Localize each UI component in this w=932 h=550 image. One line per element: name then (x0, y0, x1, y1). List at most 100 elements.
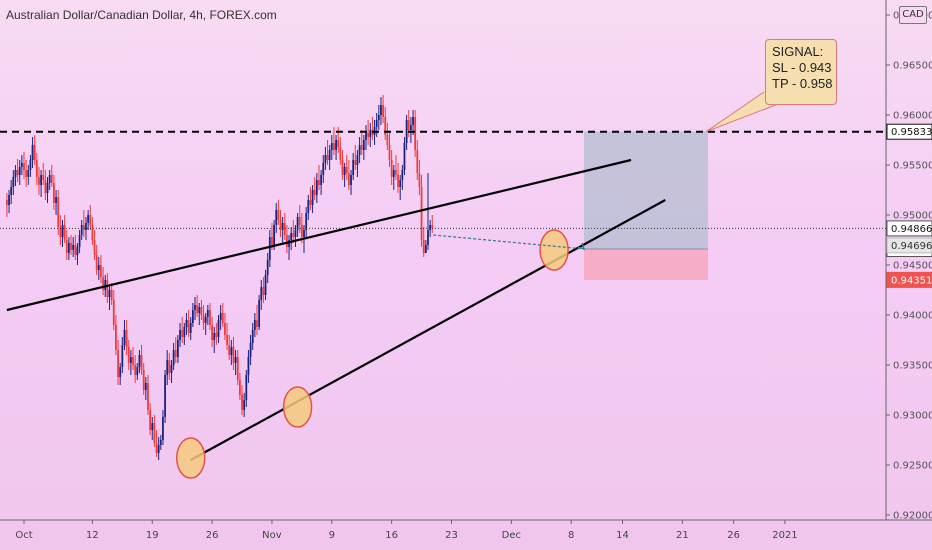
candle-body (339, 147, 342, 160)
candle-body (337, 140, 340, 147)
candle-body (85, 223, 87, 230)
time-tick-label: 21 (676, 530, 689, 541)
candle-body (204, 317, 207, 323)
candle-body (27, 170, 30, 177)
candle-body (164, 375, 166, 417)
candle-body (407, 120, 410, 130)
candle-body (271, 237, 273, 245)
candle-body (55, 197, 57, 203)
candle-body (236, 357, 239, 380)
candle-body (78, 235, 81, 247)
candle-body (213, 333, 216, 340)
candle-body (405, 120, 408, 143)
candle-body (243, 400, 246, 410)
time-tick-label: 26 (206, 530, 219, 541)
price-tick-label: 0.94000 (893, 311, 932, 322)
candle-body (106, 280, 109, 297)
candle-body (166, 360, 169, 375)
candle-body (360, 145, 363, 150)
candle-body (80, 225, 83, 235)
candle-body (162, 417, 164, 440)
candle-body (352, 160, 355, 175)
candle-body (418, 173, 421, 187)
price-label-text: 0.95833 (891, 127, 932, 138)
time-tick-label: 14 (616, 530, 629, 541)
time-tick-label: 16 (385, 530, 398, 541)
candle-body (330, 143, 333, 150)
candle-body (279, 220, 282, 230)
candle-body (375, 120, 378, 127)
candle-body (422, 240, 425, 253)
candle-body (206, 310, 209, 317)
candle-body (181, 330, 184, 337)
candle-body (70, 243, 72, 250)
candle-body (300, 225, 303, 237)
candle-body (258, 300, 261, 327)
time-tick-label: 9 (329, 530, 335, 541)
candle-body (388, 145, 391, 160)
candle-body (232, 347, 235, 363)
price-tick-label: 0.92500 (893, 461, 932, 472)
candle-body (369, 130, 372, 137)
candle-body (194, 305, 196, 310)
candle-body (215, 333, 218, 337)
candle-body (95, 255, 98, 270)
candle-body (362, 140, 365, 150)
candle-body (399, 180, 402, 187)
candle-body (174, 350, 177, 357)
candle-body (354, 160, 357, 165)
price-tick-label: 0.96500 (893, 61, 932, 72)
candle-body (48, 175, 51, 183)
candle-body (380, 105, 382, 115)
candle-body (149, 410, 152, 430)
candle-body (127, 347, 130, 363)
time-tick-label: 26 (727, 530, 740, 541)
candle-body (42, 175, 45, 180)
candle-body (281, 223, 284, 230)
candle-body (202, 315, 205, 323)
price-tick-label: 0.93000 (893, 411, 932, 422)
candle-body (277, 210, 280, 220)
candle-body (6, 200, 8, 205)
candle-body (91, 225, 94, 240)
candle-body (151, 423, 154, 430)
candle-body (142, 370, 145, 390)
candle-body (290, 233, 293, 240)
candle-body (377, 115, 380, 120)
candle-body (65, 240, 68, 253)
price-tick-label: 0.94500 (893, 261, 932, 272)
profit-zone (584, 131, 708, 249)
currency-unit-button[interactable]: CAD (899, 6, 927, 24)
candle-body (322, 163, 325, 175)
candle-body (320, 175, 323, 185)
candle-body (211, 325, 213, 340)
candle-body (140, 355, 143, 370)
stop-loss-zone (584, 249, 708, 280)
candle-body (311, 190, 314, 205)
candle-body (324, 155, 327, 163)
candle-body (315, 180, 318, 195)
price-label-text: 0.94351 (891, 275, 932, 286)
price-tick-label: 0.96000 (893, 111, 932, 122)
candle-body (196, 305, 199, 313)
signal-pointer (705, 91, 779, 133)
candle-body (179, 330, 181, 340)
candle-body (16, 170, 19, 175)
swing-low-circle (539, 229, 569, 271)
candle-body (57, 197, 60, 227)
candle-body (46, 183, 49, 193)
candle-body (20, 163, 23, 167)
candle-body (412, 117, 414, 125)
signal-take-profit: TP - 0.958 (772, 76, 833, 91)
candle-body (119, 367, 122, 377)
candle-body (121, 345, 124, 367)
candle-body (262, 287, 265, 295)
candle-body (228, 345, 231, 355)
candle-body (102, 277, 104, 290)
candle-body (309, 200, 312, 205)
candle-body (191, 310, 194, 323)
candle-body (294, 230, 297, 237)
signal-header: SIGNAL: (772, 44, 824, 59)
chart-title: Australian Dollar/Canadian Dollar, 4h, F… (6, 8, 277, 22)
